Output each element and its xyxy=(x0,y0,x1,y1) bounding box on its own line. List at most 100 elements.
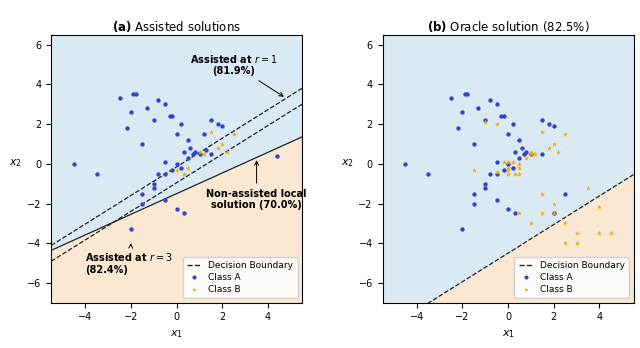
Point xyxy=(583,185,593,190)
Point xyxy=(452,125,463,131)
Point xyxy=(458,109,468,115)
Point xyxy=(160,159,170,165)
X-axis label: $x_1$: $x_1$ xyxy=(170,328,183,340)
Point xyxy=(515,137,525,143)
Point xyxy=(148,181,159,187)
Point xyxy=(572,230,582,236)
Point xyxy=(122,125,132,131)
Point xyxy=(515,211,525,216)
Text: Non-assisted local
solution (70.0%): Non-assisted local solution (70.0%) xyxy=(206,161,307,210)
Point xyxy=(458,227,468,232)
Point xyxy=(537,191,547,196)
Point xyxy=(176,165,186,171)
Point xyxy=(160,102,170,107)
Point xyxy=(154,171,164,176)
Point xyxy=(499,159,509,165)
Point xyxy=(521,155,531,161)
Point xyxy=(484,171,495,176)
Point xyxy=(544,145,554,151)
Title: $\mathbf{(a)}$ Assisted solutions: $\mathbf{(a)}$ Assisted solutions xyxy=(112,19,241,34)
Point xyxy=(572,240,582,246)
Legend: Decision Boundary, Class A, Class B: Decision Boundary, Class A, Class B xyxy=(515,257,629,298)
Point xyxy=(172,167,182,173)
Point xyxy=(548,201,559,206)
Point xyxy=(496,113,506,119)
Point xyxy=(553,149,563,155)
Point xyxy=(515,171,525,176)
Point xyxy=(160,197,170,202)
Point xyxy=(503,171,513,176)
Point xyxy=(503,131,513,137)
Point xyxy=(515,161,525,167)
Point xyxy=(179,149,189,155)
Point xyxy=(560,191,570,196)
Point xyxy=(537,151,547,157)
Point xyxy=(548,211,559,216)
Point xyxy=(537,211,547,216)
Point xyxy=(548,211,559,216)
Point xyxy=(526,149,536,155)
Point xyxy=(508,159,518,165)
Point xyxy=(195,151,205,157)
Point xyxy=(503,161,513,167)
Point xyxy=(92,171,102,176)
Point xyxy=(206,151,216,157)
Point xyxy=(531,151,541,157)
Point xyxy=(503,167,513,173)
Point xyxy=(492,159,502,165)
Point xyxy=(503,159,513,165)
Point xyxy=(183,137,193,143)
Point xyxy=(492,121,502,127)
Point xyxy=(462,92,472,97)
Point xyxy=(172,131,182,137)
Point xyxy=(468,141,479,147)
Text: Assisted at $r = 1$
(81.9%): Assisted at $r = 1$ (81.9%) xyxy=(190,53,283,96)
Point xyxy=(154,97,164,103)
Point xyxy=(560,131,570,137)
Point xyxy=(160,171,170,176)
Point xyxy=(126,227,136,232)
Point xyxy=(468,201,479,206)
Point xyxy=(595,230,605,236)
Point xyxy=(199,151,209,157)
Point xyxy=(480,181,490,187)
Point xyxy=(138,191,148,196)
Point xyxy=(521,149,531,155)
Point xyxy=(212,145,223,151)
Point xyxy=(115,96,125,101)
Point xyxy=(183,165,193,171)
Point xyxy=(222,149,232,155)
Point xyxy=(172,207,182,212)
Point xyxy=(499,113,509,119)
Point xyxy=(474,105,484,111)
Point xyxy=(188,151,198,157)
Point xyxy=(548,141,559,147)
Point xyxy=(468,191,479,196)
Title: $\mathbf{(b)}$ Oracle solution (82.5%): $\mathbf{(b)}$ Oracle solution (82.5%) xyxy=(427,19,589,34)
Point xyxy=(126,109,136,115)
Point xyxy=(510,149,520,155)
X-axis label: $x_1$: $x_1$ xyxy=(502,328,515,340)
Point xyxy=(400,161,410,167)
Point xyxy=(492,102,502,107)
Point xyxy=(167,113,177,119)
Point xyxy=(526,221,536,226)
Point xyxy=(605,230,616,236)
Point xyxy=(217,141,227,147)
Point xyxy=(206,117,216,123)
Point xyxy=(468,167,479,173)
Point xyxy=(206,129,216,135)
Point xyxy=(272,153,282,159)
Point xyxy=(183,155,193,161)
Point xyxy=(148,117,159,123)
Point xyxy=(484,97,495,103)
Point xyxy=(179,171,189,176)
Point xyxy=(167,167,177,173)
Legend: Decision Boundary, Class A, Class B: Decision Boundary, Class A, Class B xyxy=(183,257,298,298)
Point xyxy=(186,145,196,151)
Point xyxy=(460,92,470,97)
Point xyxy=(510,171,520,176)
Point xyxy=(480,185,490,190)
Point xyxy=(537,129,547,135)
Point xyxy=(508,121,518,127)
